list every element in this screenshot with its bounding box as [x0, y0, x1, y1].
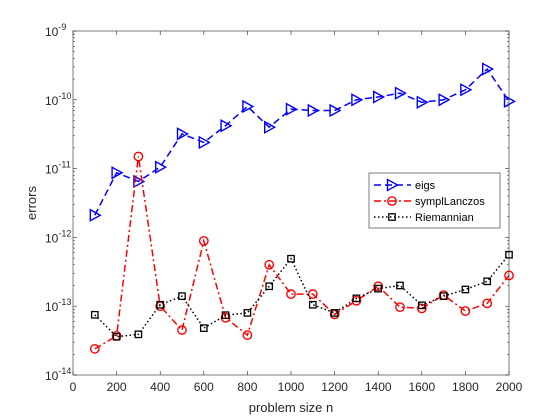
x-tick-label: 1400: [365, 380, 392, 394]
sympllanczos-point: [307, 289, 318, 299]
y-tick-label: 10-11: [45, 160, 71, 177]
riemannian-point: [112, 332, 121, 341]
riemannian-point: [352, 294, 361, 303]
riemannian-point: [156, 300, 165, 309]
ticks-layer: 0 200 400 600 800 1000 1200 1400 1600 1800 2000 10-…: [45, 22, 523, 394]
sympllanczos-point: [395, 302, 405, 313]
riemannian-point: [417, 301, 426, 310]
eigs-point: [329, 103, 342, 118]
sympllanczos-point: [177, 325, 187, 335]
eigs-point: [176, 127, 189, 141]
eigs-point: [460, 83, 473, 97]
sympllanczos-point: [89, 343, 100, 354]
legend-marker-sympllanczos: [387, 196, 397, 206]
legend-label-riemannian: Riemannian: [415, 212, 474, 224]
eigs-point: [307, 103, 320, 118]
eigs-line: [94, 67, 510, 216]
sympllanczos-point: [242, 330, 253, 341]
eigs-point: [438, 93, 451, 107]
riemannian-point: [199, 324, 208, 332]
x-tick-label: 200: [107, 380, 127, 394]
eigs-point: [373, 90, 386, 104]
riemannian-point: [134, 330, 143, 339]
riemannian-point: [178, 292, 186, 300]
x-tick-label: 0: [70, 380, 77, 394]
y-tick-label: 10-10: [45, 91, 71, 108]
legend-marker-eigs: [386, 178, 399, 192]
eigs-point: [351, 93, 364, 107]
y-tick-label: 10-14: [45, 366, 71, 383]
riemannian-point: [243, 309, 252, 317]
series-eigs: [89, 62, 516, 222]
riemannian-point: [483, 277, 492, 286]
y-tick-label: 10-13: [45, 297, 71, 314]
legend-label-eigs: eigs: [415, 180, 436, 192]
sympllanczos-point: [264, 259, 275, 270]
x-tick-label: 2000: [496, 380, 523, 394]
eigs-point: [394, 86, 407, 100]
riemannian-point: [396, 281, 404, 290]
eigs-point: [264, 120, 277, 134]
riemannian-point: [265, 282, 274, 291]
sympllanczos-point: [133, 151, 144, 162]
legend-marker-riemannian: [388, 213, 396, 221]
x-axis-label: problem size n: [249, 400, 334, 415]
series-layer: [89, 62, 516, 354]
x-tick-label: 800: [237, 380, 257, 394]
eigs-point: [198, 135, 211, 150]
eigs-point: [89, 208, 102, 222]
riemannian-point: [330, 309, 339, 317]
series-riemannian: [90, 250, 513, 341]
sympllanczos-point: [373, 281, 384, 292]
x-tick-label: 1800: [452, 380, 479, 394]
x-tick-label: 1600: [408, 380, 435, 394]
eigs-point: [220, 119, 233, 133]
riemannian-point: [221, 311, 230, 320]
x-tick-label: 400: [150, 380, 170, 394]
sympllanczos-point: [482, 298, 493, 309]
eigs-point: [482, 62, 495, 76]
eigs-point: [111, 166, 124, 180]
eigs-point: [154, 160, 168, 174]
sympllanczos-point: [416, 303, 427, 314]
riemannian-point: [308, 300, 317, 309]
riemannian-point: [439, 292, 448, 300]
y-tick-label: 10-12: [45, 228, 71, 245]
riemannian-point: [374, 284, 383, 293]
y-tick-label: 10-9: [45, 22, 66, 39]
legend-label-sympllanczos: symplLanczos: [415, 196, 485, 208]
x-tick-label: 1200: [321, 380, 348, 394]
sympllanczos-point: [286, 289, 296, 299]
eigs-point: [133, 174, 146, 189]
eigs-point: [242, 99, 255, 114]
riemannian-point: [461, 285, 470, 294]
sympllanczos-point: [198, 235, 209, 246]
x-tick-label: 1000: [278, 380, 305, 394]
sympllanczos-point: [460, 306, 471, 316]
eigs-point: [285, 102, 298, 116]
eigs-point: [503, 94, 516, 109]
y-axis-label: errors: [24, 186, 39, 220]
eigs-point: [416, 95, 429, 109]
legend: eigs symplLanczos Riemannian: [368, 172, 501, 229]
riemannian-point: [287, 254, 295, 263]
x-tick-label: 600: [194, 380, 214, 394]
riemannian-point: [90, 310, 99, 319]
